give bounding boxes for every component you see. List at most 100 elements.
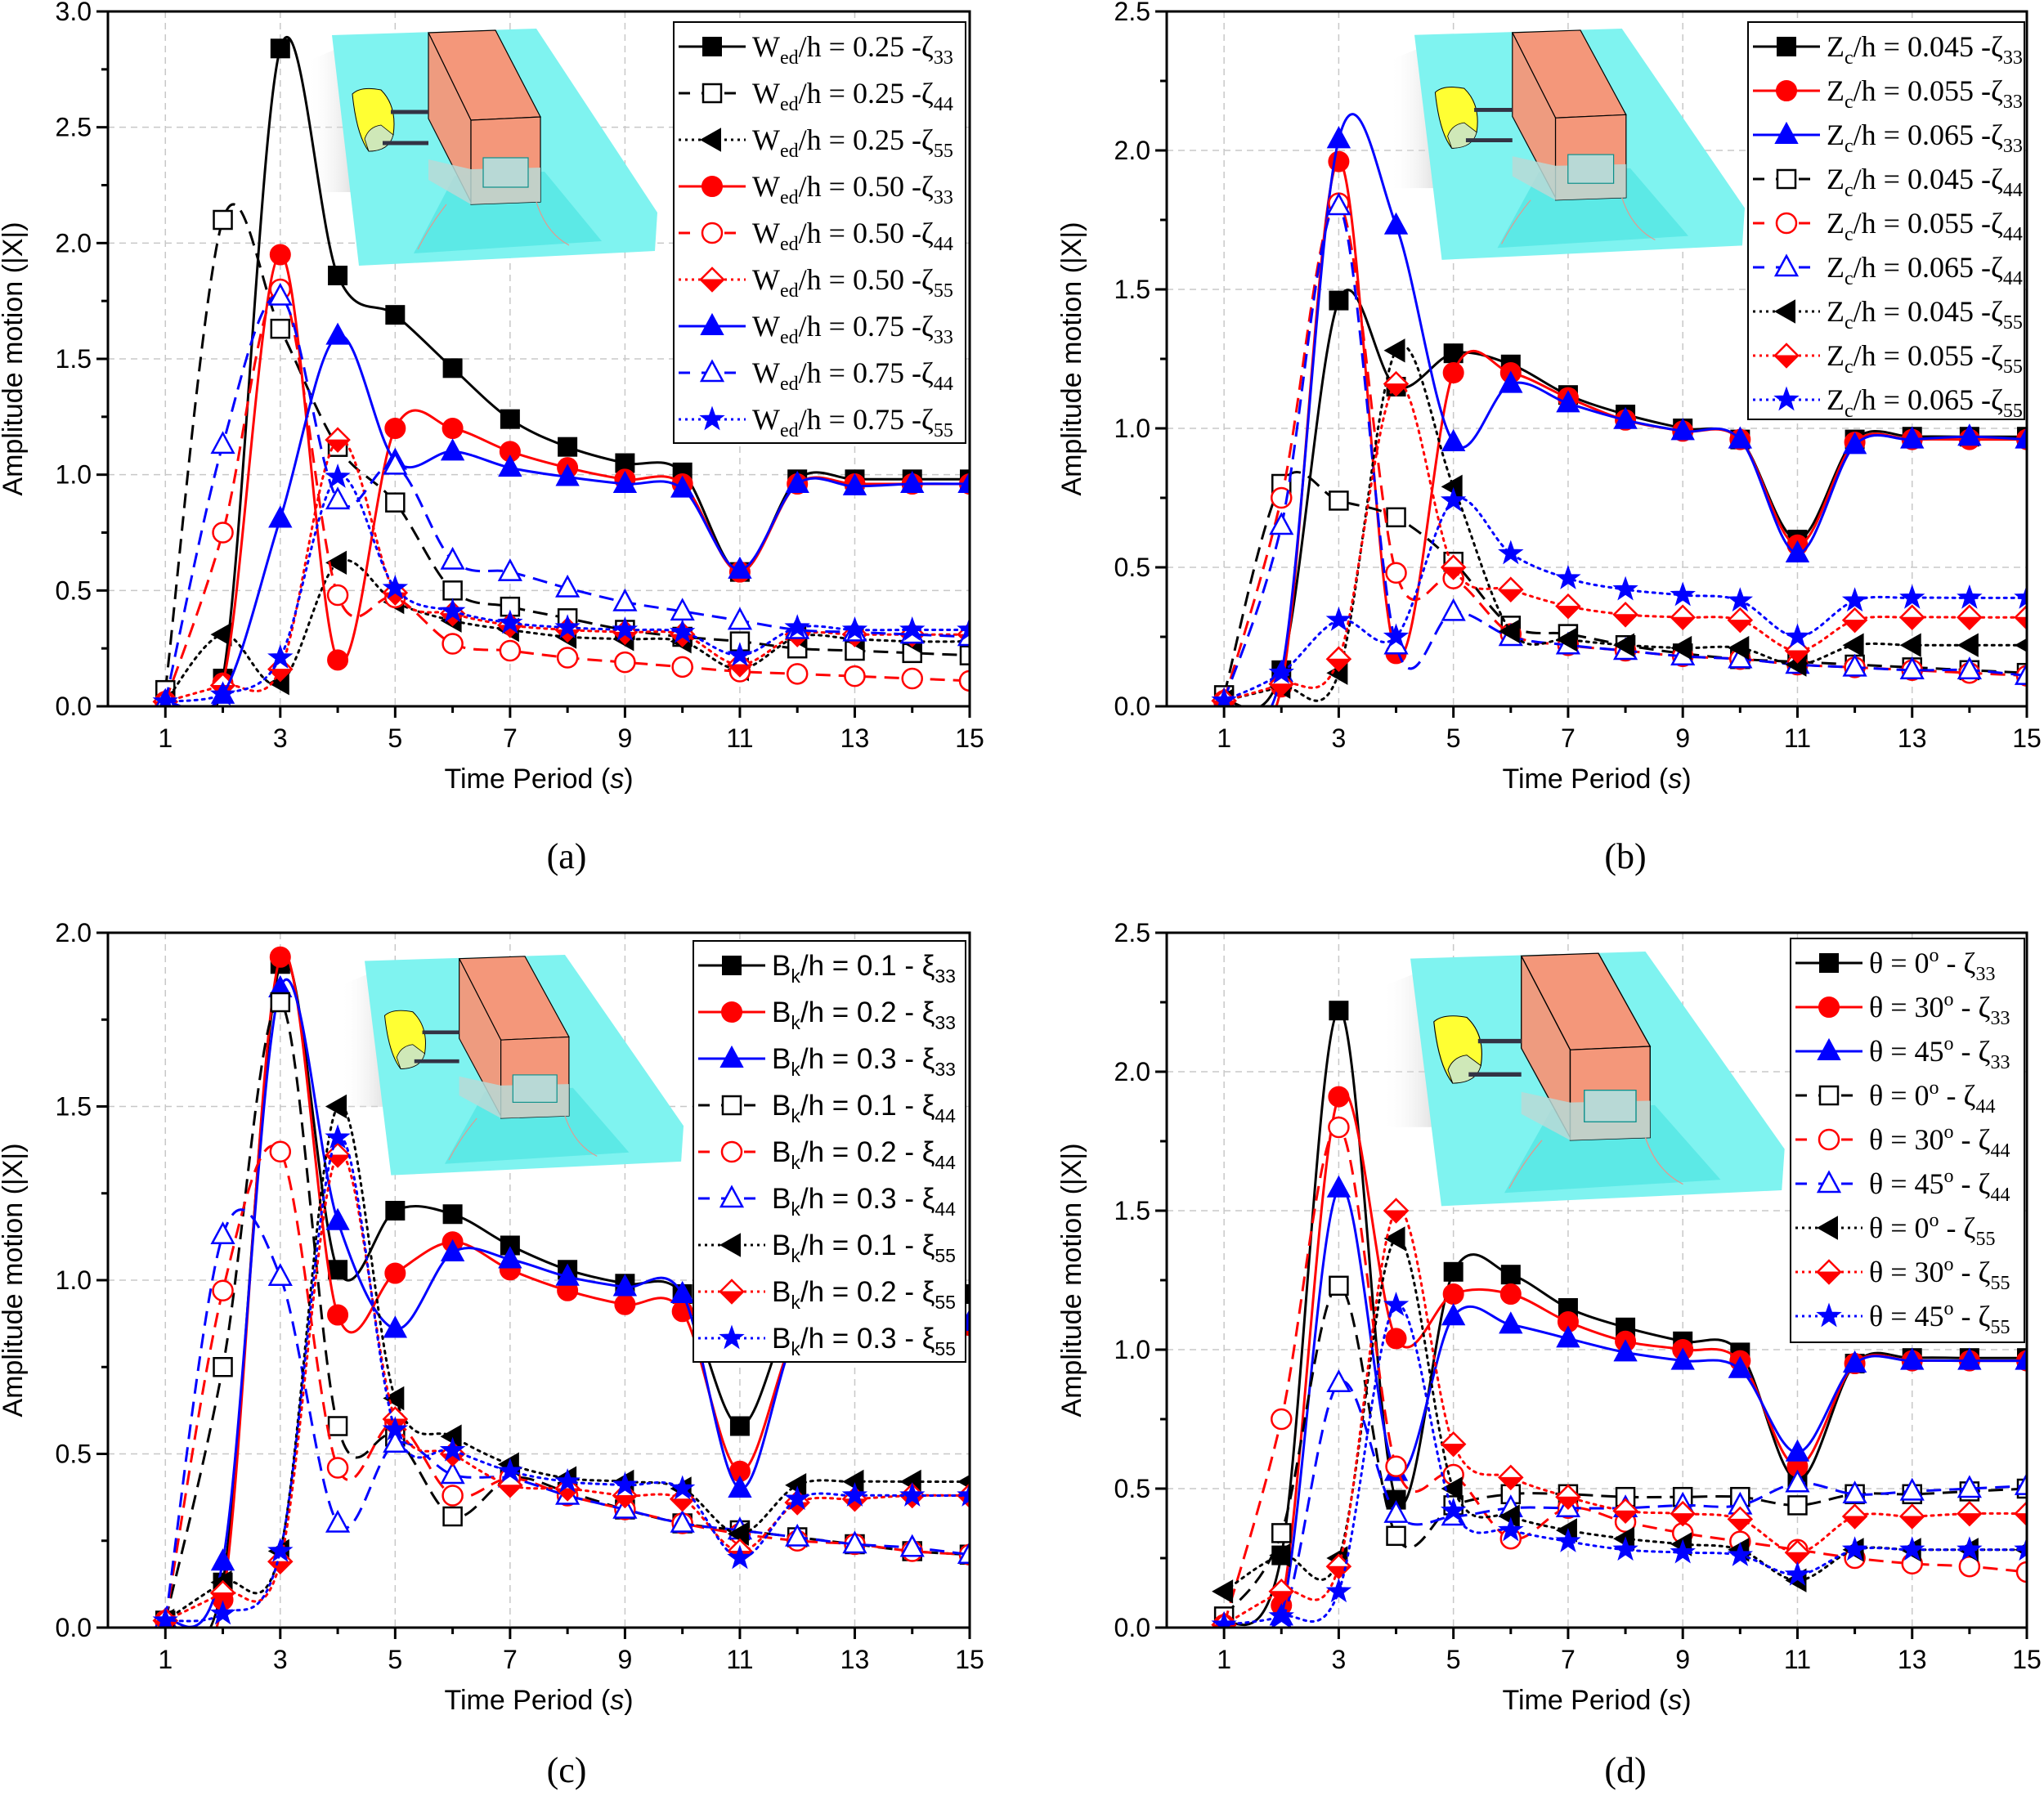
x-tick-label: 9 bbox=[618, 1645, 633, 1674]
y-tick-label: 1.5 bbox=[56, 1092, 92, 1122]
legend-marker bbox=[1817, 1037, 1841, 1060]
data-point-marker bbox=[1841, 1536, 1868, 1561]
legend-label: Wed/h = 0.50 -ζ44 bbox=[752, 217, 953, 255]
data-point-marker bbox=[1727, 1506, 1754, 1533]
data-point-marker bbox=[727, 1521, 749, 1546]
legend-label: Bk/h = 0.2 - ξ33 bbox=[772, 997, 956, 1033]
legend-marker bbox=[700, 312, 724, 335]
data-point-marker bbox=[267, 643, 294, 669]
data-point-marker bbox=[1383, 212, 1409, 235]
data-point-marker bbox=[1727, 587, 1754, 612]
data-point-marker bbox=[1383, 1198, 1410, 1224]
x-tick-label: 9 bbox=[1675, 1645, 1690, 1674]
data-point-marker bbox=[1555, 565, 1581, 589]
data-point-marker bbox=[383, 1430, 408, 1453]
data-point-marker bbox=[1326, 192, 1351, 216]
data-point-marker bbox=[785, 1523, 810, 1547]
data-point-marker bbox=[267, 1263, 293, 1286]
data-point-marker bbox=[1784, 1561, 1811, 1586]
legend-entry: Wed/h = 0.25 -ζ44 bbox=[679, 77, 953, 115]
data-point-marker bbox=[440, 1461, 465, 1485]
data-point-marker bbox=[325, 1207, 350, 1230]
data-point-marker bbox=[2014, 584, 2027, 609]
legend-entry: Wed/h = 0.75 -ζ55 bbox=[679, 403, 953, 441]
data-point-marker bbox=[1612, 1498, 1638, 1524]
data-point-marker bbox=[1842, 1350, 1867, 1373]
data-point-marker bbox=[384, 1262, 406, 1284]
data-point-marker bbox=[1498, 540, 1524, 565]
x-tick-label: 13 bbox=[1898, 1645, 1927, 1674]
data-point-marker bbox=[442, 580, 463, 601]
series-8 bbox=[1211, 1292, 2027, 1628]
legend-entry: Bk/h = 0.1 - ξ55 bbox=[698, 1229, 956, 1266]
data-point-marker bbox=[1325, 646, 1352, 672]
data-point-marker bbox=[440, 546, 465, 570]
legend-entry: Bk/h = 0.2 - ξ55 bbox=[698, 1276, 956, 1313]
legend-label: Wed/h = 0.25 -ζ33 bbox=[752, 30, 953, 69]
data-point-marker bbox=[270, 318, 291, 339]
data-point-marker bbox=[152, 687, 178, 706]
data-point-marker bbox=[1269, 1543, 1291, 1568]
legend-marker bbox=[1818, 997, 1840, 1018]
data-point-marker bbox=[209, 681, 236, 706]
data-point-marker bbox=[1899, 656, 1925, 680]
data-point-marker bbox=[1556, 390, 1580, 413]
plot-frame bbox=[1165, 931, 2028, 1629]
data-point-marker bbox=[1211, 1611, 1237, 1628]
legend-label: Zc/h = 0.065 -ζ33 bbox=[1827, 119, 2023, 157]
plot-frame bbox=[106, 931, 971, 1629]
legend-label: Zc/h = 0.055 -ζ44 bbox=[1827, 207, 2023, 245]
data-point-marker bbox=[325, 463, 351, 488]
data-point-marker bbox=[210, 1548, 235, 1571]
legend-marker bbox=[1773, 386, 1800, 411]
data-point-marker bbox=[1443, 1261, 1464, 1282]
x-tick-label: 1 bbox=[1217, 1645, 1231, 1674]
y-axis-label: Amplitude motion (|X|) bbox=[0, 222, 29, 495]
data-point-marker bbox=[1670, 1500, 1696, 1527]
data-point-marker bbox=[1329, 490, 1349, 511]
x-tick-label: 11 bbox=[726, 1645, 753, 1674]
data-point-marker bbox=[442, 1485, 464, 1507]
legend-label: θ = 0o - ζ55 bbox=[1869, 1210, 1995, 1250]
data-point-marker bbox=[1957, 656, 1982, 680]
data-point-marker bbox=[556, 647, 579, 669]
legend-label: Bk/h = 0.1 - ξ44 bbox=[772, 1090, 956, 1126]
data-point-marker bbox=[1268, 1579, 1295, 1605]
data-point-marker bbox=[1500, 1265, 1521, 1285]
data-point-marker bbox=[2014, 1500, 2027, 1527]
legend-entry: θ = 30o - ζ44 bbox=[1795, 1122, 2010, 1162]
legend-entry: θ = 30o - ζ55 bbox=[1795, 1254, 2010, 1294]
legend-marker bbox=[701, 222, 724, 244]
legend: Wed/h = 0.25 -ζ33 Wed/h = 0.25 -ζ44 Wed/h … bbox=[673, 21, 966, 444]
data-point-marker bbox=[2015, 426, 2027, 449]
legend-marker bbox=[1816, 1259, 1842, 1285]
data-point-marker bbox=[269, 946, 291, 968]
data-point-marker bbox=[1329, 1275, 1349, 1297]
data-point-marker bbox=[1899, 584, 1925, 609]
data-point-marker bbox=[959, 645, 970, 665]
x-tick-label: 5 bbox=[1446, 1645, 1461, 1674]
legend-marker bbox=[1818, 1085, 1840, 1106]
legend-entry: Zc/h = 0.065 -ζ55 bbox=[1753, 383, 2023, 422]
legend-entry: θ = 0o - ζ44 bbox=[1795, 1077, 1995, 1117]
panel-caption: (c) bbox=[547, 1750, 587, 1790]
legend-label: θ = 0o - ζ44 bbox=[1869, 1077, 1995, 1117]
data-point-marker bbox=[210, 431, 235, 455]
legend-entry: Wed/h = 0.50 -ζ55 bbox=[679, 263, 953, 302]
legend-marker bbox=[720, 1140, 743, 1163]
legend-label: θ = 30o - ζ55 bbox=[1869, 1254, 2010, 1294]
x-tick-label: 15 bbox=[2012, 1645, 2042, 1674]
legend-marker bbox=[721, 1001, 742, 1023]
series-6 bbox=[155, 322, 970, 706]
data-point-marker bbox=[1957, 584, 1983, 609]
x-axis-label: Time Period (s) bbox=[444, 764, 633, 795]
y-tick-label: 2.5 bbox=[1114, 0, 1150, 26]
x-tick-label: 9 bbox=[618, 723, 633, 753]
x-tick-label: 5 bbox=[1446, 723, 1461, 753]
y-tick-label: 0.5 bbox=[56, 576, 92, 605]
legend-label: Wed/h = 0.25 -ζ44 bbox=[752, 77, 953, 115]
data-point-marker bbox=[957, 1541, 970, 1564]
legend-entry: θ = 0o - ζ55 bbox=[1795, 1210, 1995, 1250]
